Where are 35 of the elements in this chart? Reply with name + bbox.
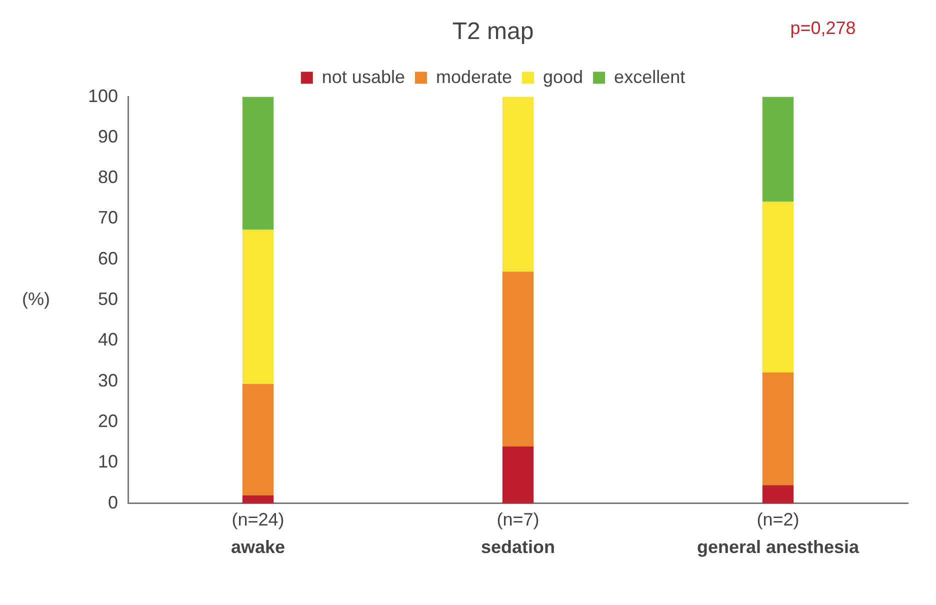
chart-title: T2 map [452, 18, 534, 46]
bar [242, 230, 274, 384]
legend-label: excellent [614, 66, 686, 87]
bar [762, 202, 794, 372]
y-axis-title: (%) [22, 289, 50, 310]
bar [762, 485, 794, 504]
text: (n=7) [496, 509, 540, 530]
legend-label: good [543, 66, 584, 87]
bar [502, 446, 534, 504]
y-tick-label: 70 [98, 208, 118, 228]
y-tick-label: 50 [98, 289, 118, 310]
bar [242, 384, 274, 496]
y-tick-label: 30 [98, 370, 118, 390]
y-tick-label: 20 [98, 411, 118, 432]
y-tick-label: 0 [108, 492, 118, 512]
bar [242, 495, 274, 504]
bar [502, 96, 534, 272]
y-tick-label: 10 [98, 452, 118, 472]
bar [502, 272, 534, 446]
bar [242, 96, 274, 230]
bar [762, 372, 794, 486]
y-tick-label: 60 [98, 248, 118, 268]
text: (n=24) [232, 509, 284, 530]
x-tick-label: awake [231, 537, 286, 558]
y-tick-label: 100 [88, 86, 118, 106]
text: (n=2) [756, 509, 800, 530]
legend-label: not usable [322, 66, 405, 87]
x-tick-label: sedation [481, 537, 556, 558]
text: p=0,278 [790, 18, 856, 38]
y-tick-label: 90 [98, 126, 118, 146]
bar [762, 96, 794, 202]
legend-label: moderate [436, 66, 512, 87]
y-tick-label: 80 [98, 167, 118, 188]
y-tick-label: 40 [98, 330, 118, 350]
x-tick-label: general anesthesia [696, 537, 860, 558]
